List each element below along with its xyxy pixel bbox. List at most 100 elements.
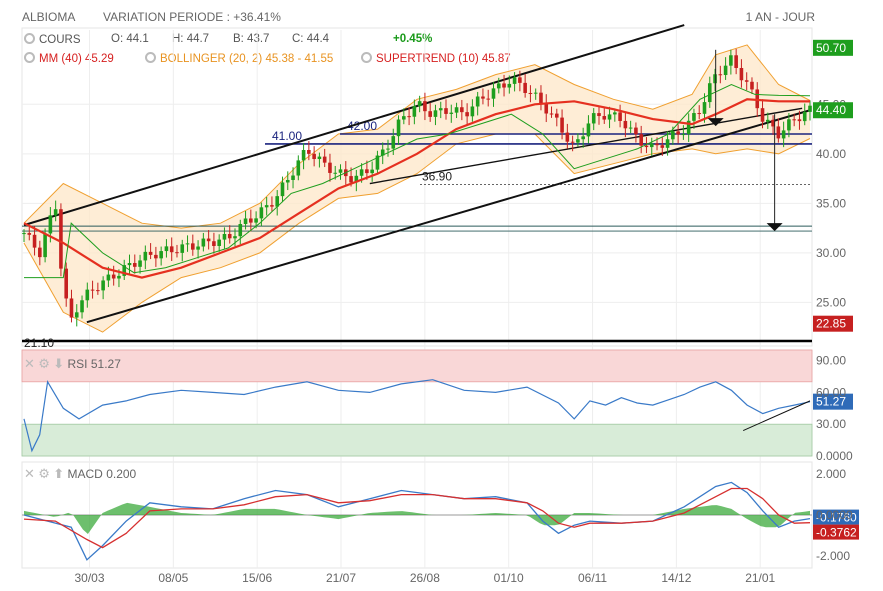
candle-body [591,113,596,124]
candle-body [96,290,100,292]
variation-period: VARIATION PERIODE : +36.41% [103,10,281,24]
low-value: B: 43.7 [233,33,270,45]
mm-value: 45.29 [85,53,114,65]
candle-body [618,112,622,121]
candle-body [423,101,427,112]
candle-body [465,112,469,117]
close-icon[interactable]: ✕ [24,356,35,371]
macd-badge: -0.1760 [816,511,857,525]
level-annotation: 41.00 [272,129,302,143]
legend-supertrend: SUPERTREND (10) 45.87 [361,52,511,65]
arrow-up-icon[interactable]: ⬆ [53,466,65,481]
candle-body [106,274,111,281]
gear-icon[interactable] [24,33,35,44]
y-tick-label: 30.00 [816,246,846,260]
candle-body [649,143,654,148]
candle-body [69,298,74,318]
candle-body [154,254,158,259]
candle-body [122,265,127,276]
candle-body [164,246,169,252]
candle-body [438,108,443,111]
y-tick-label: 40.00 [816,147,846,161]
moving-average-line [23,98,811,279]
x-tick-label: 21/01 [745,571,775,585]
candle-body [196,246,200,250]
candle-body [43,233,47,258]
gear-icon[interactable] [24,52,35,63]
macd-signal-line [23,487,811,549]
candle-body [496,83,501,89]
candle-body [713,74,717,84]
candle-body [570,141,575,143]
candle-body [686,120,691,135]
macd-signal-badge-box [813,524,859,540]
candle-body [285,179,290,183]
trend-line-inner [369,107,803,185]
bollinger-label: BOLLINGER (20, 2) [160,53,263,65]
candle-body [38,247,42,258]
candle-body [138,260,142,267]
candle-body [602,116,607,120]
candle-body [359,169,364,176]
candle-body [776,126,781,139]
candle-body [159,251,163,259]
candle-body [338,169,343,173]
candle-body [222,233,227,240]
candle-body [655,143,659,146]
candle-body [291,175,295,180]
rsi-badge: 51.27 [816,395,846,409]
gear-icon[interactable] [361,52,372,63]
macd-tick-label: -2.000 [816,549,850,563]
candle-body [370,169,374,174]
candle-body [307,149,311,154]
candle-body [80,300,84,313]
candle-body [254,218,258,223]
candle-body [238,224,243,237]
gear-icon[interactable]: ⚙ [38,466,50,481]
candle-body [111,274,116,279]
candle-body [697,113,702,115]
cours-label: COURS [39,34,81,46]
candle-body [185,243,190,245]
candle-body [375,155,380,170]
candle-body [475,96,480,107]
candle-body [549,113,554,115]
candle-body [576,139,580,143]
candle-body [681,134,686,136]
symbol-name: ALBIOMA [22,10,76,24]
candle-body [264,205,269,208]
candle-body [665,139,670,148]
supertrend-label: SUPERTREND (10) [376,53,479,65]
candle-body [802,111,807,122]
candle-body [586,123,591,137]
candle-body [781,130,786,139]
candle-body [734,55,738,69]
candle-body [560,117,564,133]
candle-body [233,236,237,239]
candle-body [402,116,406,120]
candle-body [391,136,396,149]
price-current-badge-box [813,102,853,119]
candle-body [644,145,649,148]
x-tick-label: 15/06 [242,571,272,585]
candle-body [723,65,728,76]
candle-body [328,162,332,173]
candle-body [639,134,643,146]
trend-line-upper [23,24,685,227]
candle-body [275,196,280,207]
candle-body [127,263,132,266]
candle-body [502,83,506,88]
candle-body [180,244,185,253]
close-icon[interactable]: ✕ [24,466,35,481]
gear-icon[interactable]: ⚙ [38,356,50,371]
arrow-down-icon[interactable]: ⬇ [53,356,65,371]
candle-body [634,127,638,135]
candle-body [771,119,775,127]
x-tick-label: 30/03 [74,571,104,585]
bollinger-value: 45.38 - 41.55 [265,53,334,65]
gear-icon[interactable] [145,52,156,63]
x-tick-label: 08/05 [158,571,188,585]
period-selector[interactable]: 1 AN - JOUR [745,10,815,24]
candle-body [59,209,63,269]
